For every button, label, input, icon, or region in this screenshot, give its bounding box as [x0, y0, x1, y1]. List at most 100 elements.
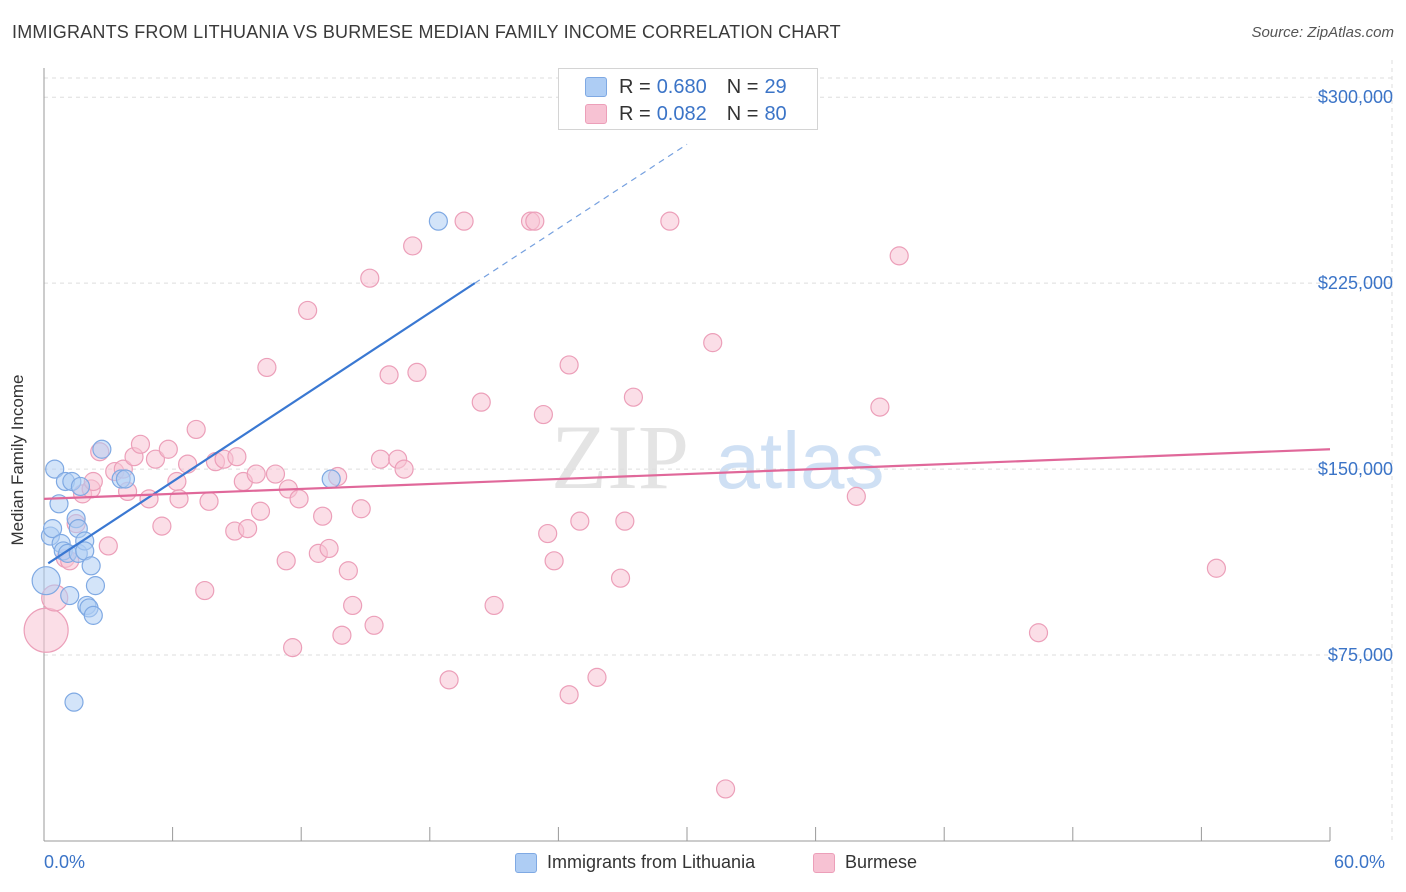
burmese-point [394, 459, 414, 479]
x-min-label: 0.0% [44, 852, 86, 872]
burmese-point [525, 211, 545, 231]
burmese-point [199, 491, 219, 511]
chart-title: IMMIGRANTS FROM LITHUANIA VS BURMESE MED… [12, 22, 841, 42]
burmese-point [1028, 623, 1049, 643]
y-tick-label: $225,000 [1318, 273, 1393, 293]
burmese-point [276, 551, 296, 571]
burmese-point [246, 464, 266, 484]
zipatlas-watermark: ZIP atlas [551, 406, 884, 508]
lithuania-legend-swatch [515, 852, 537, 873]
lithuania-points [31, 211, 448, 712]
burmese-point [195, 580, 215, 601]
legend-label-burmese: Burmese [845, 852, 918, 872]
stats-row-lithuania: R = 0.680 N = 29 [585, 75, 787, 99]
burmese-point [484, 595, 504, 616]
burmese-point [351, 499, 371, 519]
burmese-point [298, 300, 318, 321]
burmese-point [265, 464, 286, 484]
stats-legend: R = 0.680 N = 29 R = 0.082 N = 80 [558, 68, 818, 130]
burmese-point [313, 506, 333, 526]
lithuania-point [428, 211, 448, 231]
x-max-label: 60.0% [1334, 852, 1386, 872]
burmese-point [610, 568, 631, 588]
lithuania-point [70, 476, 91, 497]
bottom-legend: Immigrants from Lithuania Burmese [0, 852, 1406, 876]
r-value: 0.680 [656, 75, 707, 98]
burmese-point [703, 333, 723, 353]
burmese-point [660, 211, 680, 231]
lithuania-point [60, 585, 80, 606]
stats-row-burmese: R = 0.082 N = 80 [585, 102, 787, 126]
lithuania-point [45, 459, 65, 479]
burmese-point [338, 561, 358, 581]
burmese-point [544, 551, 564, 571]
y-tick-label: $75,000 [1328, 645, 1393, 665]
burmese-point [471, 392, 491, 412]
burmese-point [379, 365, 399, 385]
burmese-point [870, 397, 890, 417]
burmese-point [178, 454, 198, 474]
trend-lines [43, 143, 1331, 565]
burmese-points [23, 211, 1227, 799]
burmese-point [158, 439, 178, 459]
burmese-swatch [585, 104, 607, 124]
burmese-point [360, 268, 380, 288]
r-label: R = [619, 75, 651, 98]
lithuania-point [83, 605, 103, 625]
lithuania-swatch [585, 77, 607, 97]
n-label: N = [726, 75, 759, 98]
lithuania-point [31, 566, 61, 596]
burmese-point [130, 434, 151, 454]
legend-label-lithuania: Immigrants from Lithuania [547, 852, 756, 872]
burmese-point [1206, 558, 1227, 578]
burmese-point [403, 236, 423, 256]
burmese-point [889, 246, 909, 266]
burmese-legend-swatch [813, 852, 835, 873]
burmese-point [715, 779, 736, 799]
burmese-point [283, 638, 303, 658]
burmese-point [538, 523, 558, 544]
burmese-point [152, 516, 172, 536]
burmese-point [319, 538, 339, 559]
burmese-point [238, 518, 258, 539]
n-label: N = [726, 102, 759, 125]
watermark-zip: ZIP [551, 406, 689, 508]
lithuania-point [64, 692, 84, 712]
lithuania-trend-extension [474, 143, 688, 284]
y-axis-label: Median Family Income [8, 374, 27, 546]
burmese-point [454, 211, 474, 231]
burmese-point [559, 355, 579, 375]
burmese-point [250, 501, 271, 521]
burmese-point [257, 357, 277, 378]
lithuania-point [321, 469, 341, 489]
burmese-point [587, 667, 607, 687]
lithuania-point [115, 469, 136, 489]
n-value: 29 [764, 75, 787, 98]
y-tick-label: $150,000 [1318, 459, 1393, 479]
source-label: Source: ZipAtlas.com [1251, 24, 1394, 41]
burmese-point [364, 615, 384, 635]
burmese-point [570, 511, 590, 531]
burmese-point [227, 447, 247, 467]
axes [43, 68, 1331, 842]
lithuania-point [92, 439, 112, 459]
burmese-point [370, 449, 391, 469]
y-tick-labels: $75,000 $150,000 $225,000 $300,000 [1318, 87, 1393, 665]
burmese-point [439, 670, 459, 690]
burmese-point [186, 419, 206, 440]
burmese-point [343, 595, 363, 616]
burmese-point [615, 511, 635, 531]
burmese-point [332, 625, 352, 645]
burmese-trend-line [43, 448, 1331, 500]
r-value: 0.082 [656, 102, 707, 125]
lithuania-point [81, 556, 101, 576]
y-tick-label: $300,000 [1318, 87, 1393, 107]
legend-item-burmese[interactable]: Burmese [813, 852, 917, 873]
lithuania-point [85, 576, 106, 596]
burmese-point [846, 486, 866, 506]
burmese-point [407, 362, 427, 382]
legend-item-lithuania[interactable]: Immigrants from Lithuania [515, 852, 755, 873]
r-label: R = [619, 102, 651, 125]
burmese-point [23, 607, 69, 653]
